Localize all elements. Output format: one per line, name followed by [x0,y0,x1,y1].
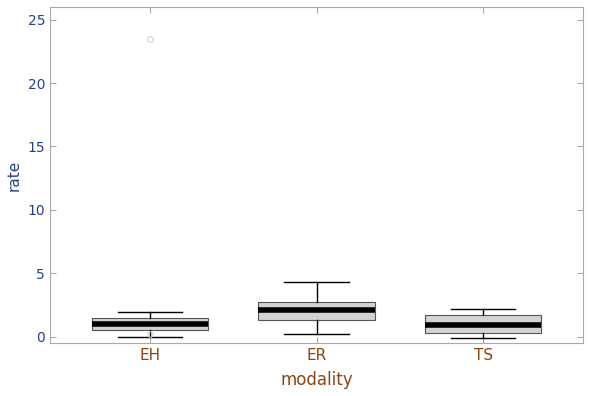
Bar [91,318,208,329]
Bar [258,302,375,320]
Y-axis label: rate: rate [7,159,22,190]
X-axis label: modality: modality [280,371,353,389]
Bar [425,315,542,333]
